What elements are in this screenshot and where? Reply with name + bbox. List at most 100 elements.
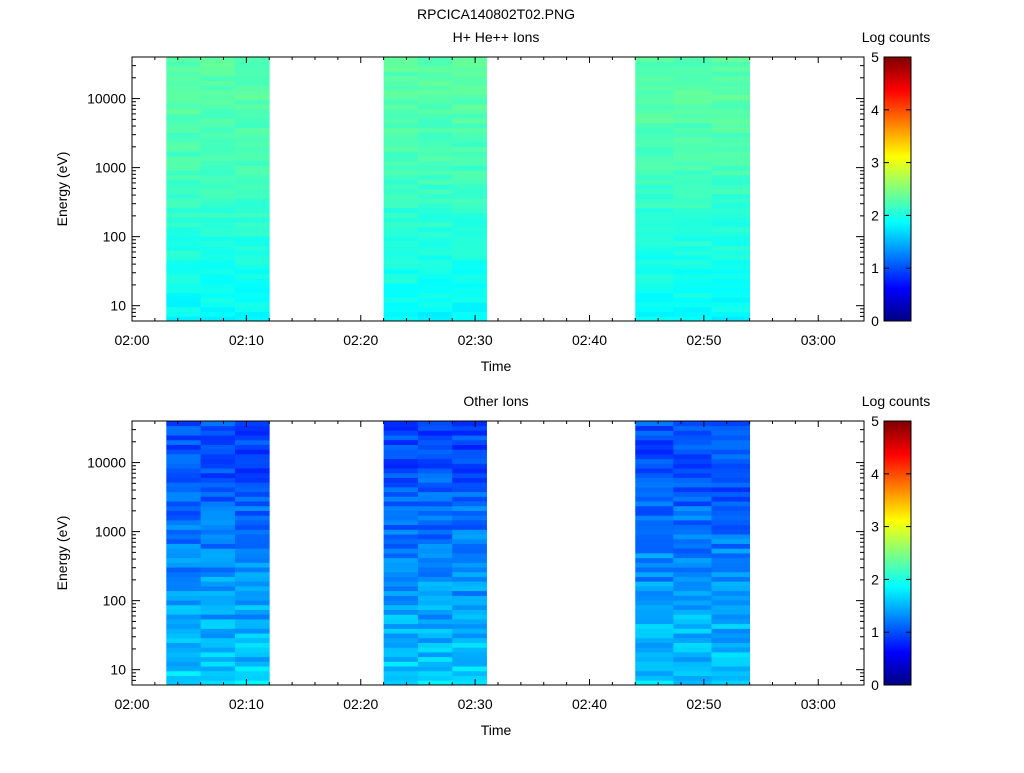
spectrogram-cell	[417, 435, 453, 441]
spectrogram-cell	[635, 472, 674, 478]
spectrogram-cell	[673, 614, 712, 620]
spectrogram-cell	[452, 656, 487, 662]
spectrogram-cell	[234, 184, 270, 190]
spectrogram-cell	[452, 661, 487, 667]
spectrogram-cell	[673, 198, 712, 204]
spectrogram-cell	[711, 491, 751, 497]
colorbar-swatch	[884, 137, 911, 140]
spectrogram-cell	[383, 571, 419, 577]
spectrogram-cell	[635, 652, 674, 658]
spectrogram-cell	[234, 222, 270, 228]
spectrogram-cell	[383, 567, 419, 573]
colorbar-swatch	[884, 427, 911, 430]
spectrogram-cell	[673, 435, 712, 441]
spectrogram-cell	[166, 647, 202, 653]
spectrogram-cell	[417, 132, 453, 138]
spectrogram-cell	[452, 477, 487, 483]
colorbar-swatch	[884, 449, 911, 452]
spectrogram-cell	[166, 619, 202, 625]
spectrogram-cell	[673, 269, 712, 275]
spectrogram-cell	[711, 90, 751, 96]
colorbar-label: Log counts	[862, 29, 931, 45]
spectrogram-cell	[711, 108, 751, 114]
spectrogram-cell	[383, 670, 419, 676]
spectrogram-cell	[234, 458, 270, 464]
spectrogram-cell	[234, 273, 270, 279]
spectrogram-cell	[452, 302, 487, 308]
colorbar-swatch	[884, 95, 911, 98]
colorbar-swatch	[884, 431, 911, 434]
spectrogram-cell	[200, 99, 236, 105]
spectrogram-cell	[166, 529, 202, 535]
colorbar-swatch	[884, 229, 911, 232]
colorbar-swatch	[884, 115, 911, 118]
colorbar-swatch	[884, 297, 911, 300]
spectrogram-cell	[452, 132, 487, 138]
colorbar-tick-label: 3	[871, 155, 879, 171]
spectrogram-cell	[452, 510, 487, 516]
spectrogram-cell	[166, 623, 202, 629]
spectrogram-cell	[200, 670, 236, 676]
colorbar-swatch	[884, 479, 911, 482]
spectrogram-cell	[383, 193, 419, 199]
spectrogram-cell	[200, 661, 236, 667]
spectrogram-cell	[383, 534, 419, 540]
spectrogram-cell	[417, 520, 453, 526]
spectrogram-cell	[234, 534, 270, 540]
spectrogram-cell	[383, 590, 419, 596]
spectrogram-cell	[417, 292, 453, 298]
spectrogram-cell	[234, 425, 270, 431]
spectrogram-cell	[452, 297, 487, 303]
colorbar-swatch	[884, 251, 911, 254]
spectrogram-cell	[673, 108, 712, 114]
colorbar-swatch	[884, 633, 911, 636]
spectrogram-cell	[200, 468, 236, 474]
spectrogram-cell	[234, 85, 270, 91]
spectrogram-cell	[711, 553, 751, 559]
spectrogram-cell	[417, 543, 453, 549]
spectrogram-cell	[166, 160, 202, 166]
x-axis-label: Time	[481, 358, 512, 374]
spectrogram-cell	[234, 595, 270, 601]
spectrogram-cell	[166, 118, 202, 124]
spectrogram-cell	[673, 245, 712, 251]
y-axis-ticks: 10 100 1000 10000	[87, 420, 864, 686]
spectrogram-cell	[711, 61, 751, 67]
spectrogram-cell	[383, 75, 419, 81]
spectrogram-cell	[673, 222, 712, 228]
colorbar-swatch	[884, 275, 911, 278]
spectrogram-cell	[417, 487, 453, 493]
colorbar-swatch	[884, 317, 911, 320]
spectrogram-cell	[673, 534, 712, 540]
spectrogram-cell	[635, 90, 674, 96]
spectrogram-cell	[417, 273, 453, 279]
colorbar-swatch	[884, 529, 911, 532]
spectrogram-cell	[383, 454, 419, 460]
spectrogram-cell	[166, 179, 202, 185]
spectrogram-cell	[452, 94, 487, 100]
spectrogram-cell	[635, 288, 674, 294]
spectrogram-cell	[711, 75, 751, 81]
spectrogram-cell	[635, 85, 674, 91]
spectrogram-cell	[452, 184, 487, 190]
spectrogram-cell	[711, 245, 751, 251]
colorbar-swatch	[884, 267, 911, 270]
spectrogram-cell	[200, 619, 236, 625]
y-tick-label: 10000	[87, 455, 126, 471]
spectrogram-cell	[200, 600, 236, 606]
colorbar-tick-label: 0	[871, 313, 879, 329]
spectrogram-cell	[673, 132, 712, 138]
colorbar-swatch	[884, 547, 911, 550]
spectrogram-cell	[166, 264, 202, 270]
spectrogram-cell	[673, 141, 712, 147]
spectrogram-cell	[166, 66, 202, 72]
spectrogram-cell	[711, 576, 751, 582]
spectrogram-cell	[200, 85, 236, 91]
spectrogram-cell	[452, 623, 487, 629]
spectrogram-cell	[452, 80, 487, 86]
spectrogram-cell	[452, 619, 487, 625]
spectrogram-cell	[234, 543, 270, 549]
spectrogram-cell	[383, 586, 419, 592]
spectrogram-cell	[452, 529, 487, 535]
spectrogram-cell	[234, 661, 270, 667]
